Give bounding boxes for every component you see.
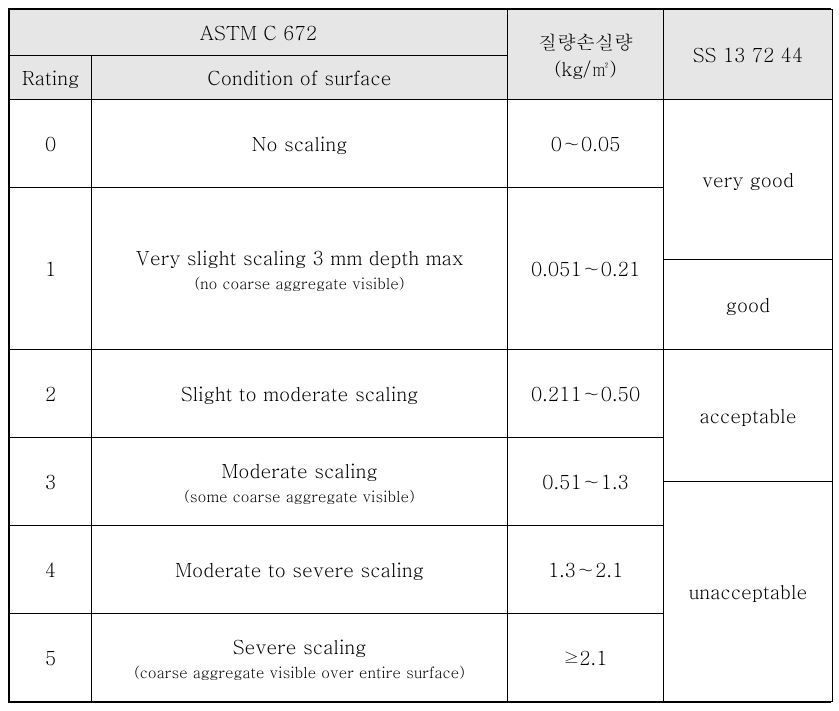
header-ss: SS 13 72 44: [664, 10, 833, 100]
header-rating: Rating: [10, 56, 92, 100]
cell-mass-5: ≥2.1: [508, 614, 664, 702]
condition-3-main: Moderate scaling: [221, 457, 377, 484]
cell-condition-3: Moderate scaling (some coarse aggregate …: [92, 438, 508, 526]
cell-mass-1: 0.051∼0.21: [508, 188, 664, 350]
table-row: 2 Slight to moderate scaling 0.211∼0.50 …: [10, 350, 833, 438]
condition-5-main: Severe scaling: [233, 633, 367, 660]
cell-condition-0: No scaling: [92, 100, 508, 188]
cell-condition-5: Severe scaling (coarse aggregate visible…: [92, 614, 508, 702]
condition-5-sub: (coarse aggregate visible over entire su…: [92, 662, 507, 683]
header-astm: ASTM C 672: [10, 10, 508, 56]
condition-3-sub: (some coarse aggregate visible): [92, 486, 507, 507]
cell-ss-good: good: [664, 260, 833, 350]
header-row-1: ASTM C 672 질량손실량 (kg/㎡) SS 13 72 44: [10, 10, 833, 56]
cell-ss-acceptable: acceptable: [664, 350, 833, 482]
cell-mass-4: 1.3∼2.1: [508, 526, 664, 614]
condition-1-main: Very slight scaling 3 mm depth max: [136, 244, 464, 271]
cell-rating-2: 2: [10, 350, 92, 438]
cell-condition-1: Very slight scaling 3 mm depth max (no c…: [92, 188, 508, 350]
cell-condition-4: Moderate to severe scaling: [92, 526, 508, 614]
table-row: 0 No scaling 0∼0.05 very good: [10, 100, 833, 188]
cell-rating-1: 1: [10, 188, 92, 350]
scaling-standards-table: ASTM C 672 질량손실량 (kg/㎡) SS 13 72 44 Rati…: [8, 8, 831, 703]
cell-mass-3: 0.51∼1.3: [508, 438, 664, 526]
cell-ss-unacceptable: unacceptable: [664, 482, 833, 702]
mass-loss-unit: (kg/㎡): [554, 55, 616, 82]
cell-condition-2: Slight to moderate scaling: [92, 350, 508, 438]
cell-rating-3: 3: [10, 438, 92, 526]
header-condition: Condition of surface: [92, 56, 508, 100]
header-mass-loss: 질량손실량 (kg/㎡): [508, 10, 664, 100]
cell-rating-0: 0: [10, 100, 92, 188]
cell-ss-very-good: very good: [664, 100, 833, 260]
table: ASTM C 672 질량손실량 (kg/㎡) SS 13 72 44 Rati…: [9, 9, 833, 702]
condition-1-sub: (no coarse aggregate visible): [92, 273, 507, 294]
cell-mass-0: 0∼0.05: [508, 100, 664, 188]
cell-rating-5: 5: [10, 614, 92, 702]
mass-loss-label: 질량손실량: [538, 28, 633, 55]
cell-mass-2: 0.211∼0.50: [508, 350, 664, 438]
cell-rating-4: 4: [10, 526, 92, 614]
